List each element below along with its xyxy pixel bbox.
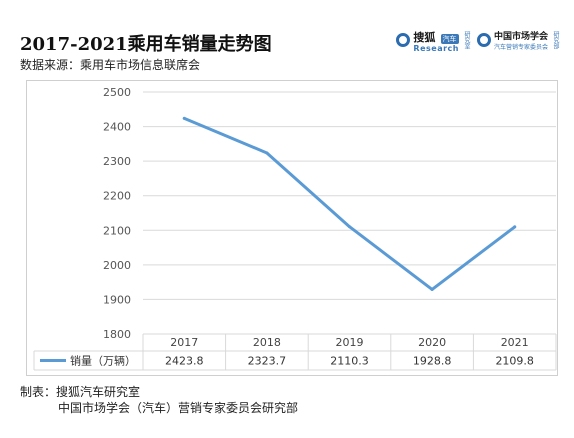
chart-title: 2017-2021乘用车销量走势图	[20, 34, 272, 55]
series-line-sales	[182, 116, 517, 291]
y-tick-label-1800: 1800	[103, 328, 131, 341]
table-value-2018: 2323.7	[248, 355, 287, 368]
data-point-2018	[265, 151, 269, 155]
table-value-2020: 1928.8	[413, 355, 452, 368]
data-point-2020	[430, 287, 434, 291]
x-category-label-2020: 2020	[418, 336, 446, 349]
y-tick-label-2300: 2300	[103, 155, 131, 168]
sohu-logo-icon	[396, 32, 411, 47]
cma-logo-side: 研究部	[552, 30, 559, 49]
sohu-logo-side: 研究室	[462, 30, 470, 49]
cma-logo-text: 中国市场学会 汽车营销专家委员会	[494, 29, 548, 51]
data-point-2019	[348, 225, 351, 229]
legend-label: 销量（万辆）	[70, 354, 136, 368]
y-tick-label-2500: 2500	[103, 86, 131, 99]
cma-logo-icon	[476, 32, 491, 47]
sohu-logo-sub: Research	[413, 44, 459, 53]
sohu-logo-name: 搜狐	[413, 31, 436, 44]
cma-logo-name: 中国市场学会	[493, 31, 548, 42]
chart-frame	[26, 80, 558, 376]
sohu-logo-tag: 汽车	[440, 34, 459, 44]
x-category-label-2021: 2021	[501, 336, 529, 349]
data-point-2017	[182, 116, 186, 120]
table-notes: 制表：搜狐汽车研究室 中国市场学会（汽车）营销专家委员会研究部	[20, 384, 298, 416]
y-tick-label-2200: 2200	[103, 190, 131, 203]
sohu-logo-text: 搜狐 汽车 Research	[413, 26, 459, 53]
note-line-2: 中国市场学会（汽车）营销专家委员会研究部	[58, 401, 299, 415]
y-tick-label-1900: 1900	[103, 293, 131, 306]
y-tick-label-2400: 2400	[103, 121, 131, 134]
brand-logos: 搜狐 汽车 Research 研究室 中国市场学会 汽车营销专家委员会 研究部	[396, 26, 560, 53]
table-value-2019: 2110.3	[330, 355, 369, 368]
x-category-label-2017: 2017	[170, 336, 198, 349]
data-point-2021	[513, 225, 517, 229]
sohu-research-logo: 搜狐 汽车 Research 研究室	[396, 26, 471, 53]
table-value-2017: 2423.8	[165, 355, 204, 368]
y-tick-label-2100: 2100	[103, 224, 131, 237]
y-tick-label-2000: 2000	[103, 259, 131, 272]
table-value-2021: 2109.8	[495, 355, 534, 368]
cma-logo: 中国市场学会 汽车营销专家委员会 研究部	[476, 29, 560, 51]
note-line-1: 制表：搜狐汽车研究室	[20, 385, 141, 399]
x-category-label-2018: 2018	[253, 336, 281, 349]
data-source: 数据来源：乘用车市场信息联席会	[20, 58, 201, 72]
x-category-label-2019: 2019	[336, 336, 364, 349]
cma-logo-sub: 汽车营销专家委员会	[493, 43, 548, 51]
